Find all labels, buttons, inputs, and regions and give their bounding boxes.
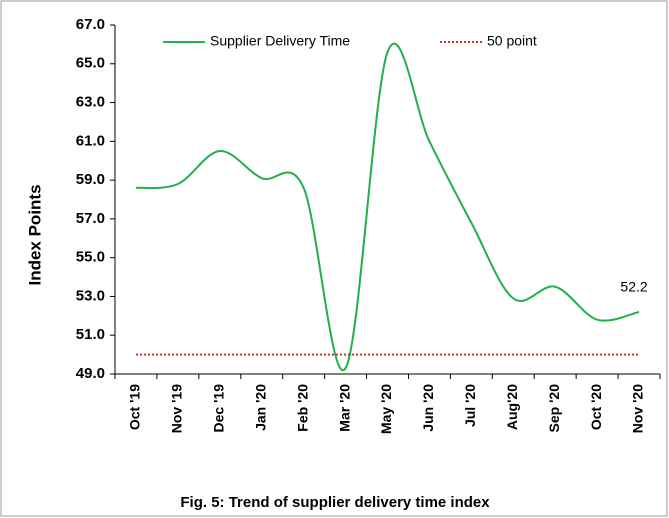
legend-label: 50 point (487, 33, 537, 49)
y-tick-label: 53.0 (76, 287, 105, 304)
y-tick-label: 63.0 (76, 94, 105, 111)
y-axis-label: Index Points (25, 184, 44, 285)
y-tick-label: 55.0 (76, 249, 105, 266)
y-tick-label: 49.0 (76, 365, 105, 382)
x-tick-label: Mar '20 (336, 384, 352, 432)
x-tick-label: Jul '20 (462, 384, 478, 427)
y-tick-label: 51.0 (76, 326, 105, 343)
x-tick-label: Jun '20 (420, 384, 436, 432)
x-tick-label: Oct '19 (127, 384, 143, 430)
x-tick-label: Aug'20 (504, 384, 520, 430)
x-tick-label: Nov '20 (630, 384, 646, 433)
x-tick-label: Jan '20 (252, 384, 268, 431)
y-tick-label: 65.0 (76, 55, 105, 72)
x-tick-label: Nov '19 (169, 384, 185, 433)
chart-title: Fig. 5: Trend of supplier delivery time … (180, 494, 490, 511)
x-tick-label: Oct '20 (588, 384, 604, 430)
y-tick-label: 57.0 (76, 210, 105, 227)
legend-label: Supplier Delivery Time (210, 33, 350, 49)
x-tick-label: Sep '20 (546, 384, 562, 433)
y-tick-label: 61.0 (76, 132, 105, 149)
series-line (135, 42, 640, 372)
data-label: 52.2 (620, 279, 647, 295)
y-tick-label: 67.0 (76, 16, 105, 33)
x-tick-label: May '20 (378, 384, 394, 434)
y-tick-label: 59.0 (76, 171, 105, 188)
x-tick-label: Dec '19 (211, 384, 227, 433)
x-tick-label: Feb '20 (294, 384, 310, 432)
